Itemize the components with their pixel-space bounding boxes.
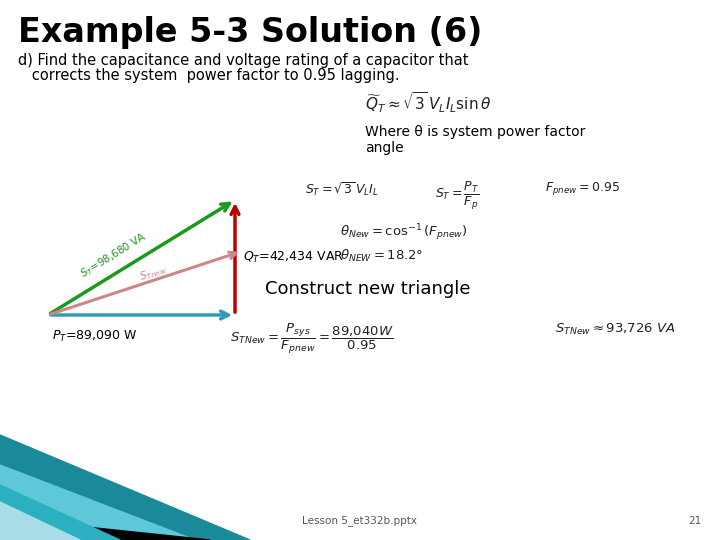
Text: Example 5‑3 Solution (6): Example 5‑3 Solution (6)	[18, 16, 482, 49]
Text: $S_{TNew} \approx 93{,}726\ VA$: $S_{TNew} \approx 93{,}726\ VA$	[555, 322, 676, 337]
Polygon shape	[0, 518, 210, 540]
Text: 21: 21	[688, 516, 701, 526]
Polygon shape	[0, 502, 80, 540]
Text: $F_{pnew} = 0.95$: $F_{pnew} = 0.95$	[545, 180, 620, 197]
Text: $S_T = \sqrt{3}\,V_L I_L$: $S_T = \sqrt{3}\,V_L I_L$	[305, 180, 379, 198]
Polygon shape	[0, 435, 250, 540]
Text: $P_T$=89,090 W: $P_T$=89,090 W	[52, 329, 138, 344]
Text: $S_{Tnew}$: $S_{Tnew}$	[138, 262, 168, 284]
Text: $S_T = \dfrac{P_T}{F_p}$: $S_T = \dfrac{P_T}{F_p}$	[435, 180, 480, 212]
Text: Lesson 5_et332b.pptx: Lesson 5_et332b.pptx	[302, 515, 418, 526]
Text: $S_T$=98,680 VA: $S_T$=98,680 VA	[78, 230, 149, 281]
Text: $Q_T$=42,434 VAR: $Q_T$=42,434 VAR	[243, 250, 344, 265]
Text: $\widetilde{Q}_T \approx \sqrt{3}\,V_L I_L \sin\theta$: $\widetilde{Q}_T \approx \sqrt{3}\,V_L I…	[365, 90, 491, 114]
Text: corrects the system  power factor to 0.95 lagging.: corrects the system power factor to 0.95…	[18, 68, 400, 83]
Text: $\theta_{New} = \cos^{-1}(F_{pnew})$: $\theta_{New} = \cos^{-1}(F_{pnew})$	[340, 222, 468, 242]
Text: $\theta_{NEW} = 18.2°$: $\theta_{NEW} = 18.2°$	[340, 248, 423, 264]
Polygon shape	[0, 485, 120, 540]
Text: Where θ is system power factor
angle: Where θ is system power factor angle	[365, 125, 585, 155]
Text: d) Find the capacitance and voltage rating of a capacitor that: d) Find the capacitance and voltage rati…	[18, 53, 469, 68]
Text: $S_{TNew} = \dfrac{P_{sys}}{F_{pnew}} = \dfrac{89{,}040W}{0.95}$: $S_{TNew} = \dfrac{P_{sys}}{F_{pnew}} = …	[230, 322, 394, 356]
Text: Construct new triangle: Construct new triangle	[265, 280, 470, 298]
Polygon shape	[0, 465, 195, 540]
